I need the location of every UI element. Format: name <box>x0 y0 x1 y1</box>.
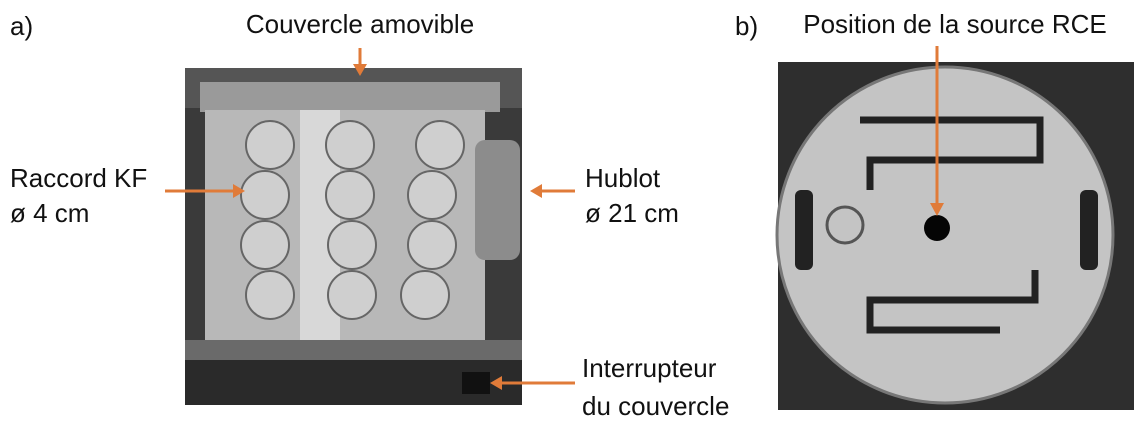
panel-label: b) <box>735 11 758 41</box>
annotation: Raccord KF <box>10 163 147 193</box>
arrows <box>165 46 944 390</box>
photo-lid <box>775 62 1134 410</box>
annotation: Position de la source RCE <box>803 9 1106 39</box>
annotation-detail: du couvercle <box>582 391 729 421</box>
annotation-detail: ø 21 cm <box>585 198 679 228</box>
annotation: Interrupteur <box>582 353 717 383</box>
annotation: Hublot <box>585 163 661 193</box>
photo-chamber <box>185 68 522 405</box>
panel-label: a) <box>10 11 33 41</box>
annotation: Couvercle amovible <box>246 9 474 39</box>
annotation-detail: ø 4 cm <box>10 198 89 228</box>
